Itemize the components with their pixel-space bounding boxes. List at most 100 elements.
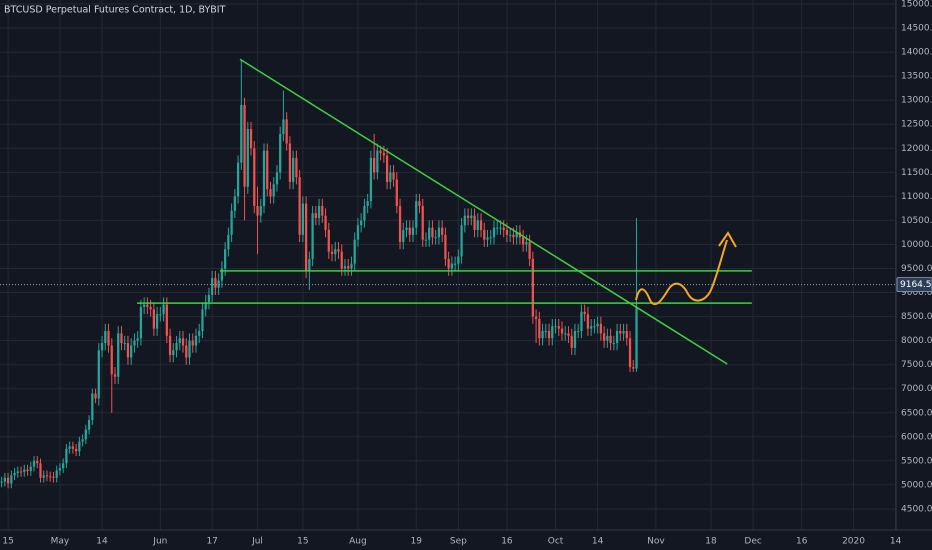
candle-body xyxy=(635,306,638,369)
x-tick-label: Jun xyxy=(152,537,167,547)
y-tick-label: 8500.00 xyxy=(901,312,932,322)
x-tick-label: 2020 xyxy=(842,537,865,547)
candle-body xyxy=(602,333,606,341)
candle-body xyxy=(324,215,327,231)
candle-body xyxy=(466,215,470,219)
candle-body xyxy=(567,333,570,336)
candle-body xyxy=(570,335,573,348)
candle-body xyxy=(288,143,292,182)
x-tick-label: Jul xyxy=(251,537,263,547)
candle-body xyxy=(62,463,65,469)
candle-body xyxy=(3,477,6,482)
candle-body xyxy=(91,393,94,421)
candle-body xyxy=(36,460,39,464)
candle-body xyxy=(204,302,207,310)
candle-body xyxy=(547,331,551,339)
candle-body xyxy=(19,471,23,473)
candle-body xyxy=(343,266,347,269)
candle-body xyxy=(622,331,625,334)
candle-body xyxy=(408,227,411,235)
candle-body xyxy=(23,469,26,472)
candle-body xyxy=(152,309,155,329)
candle-body xyxy=(110,345,113,375)
candle-body xyxy=(502,227,505,231)
drawings xyxy=(0,58,895,365)
candle-body xyxy=(447,258,450,269)
candle-body xyxy=(198,331,201,336)
candle-body xyxy=(625,331,628,339)
candle-body xyxy=(525,242,528,245)
candle-body xyxy=(301,203,305,235)
candle-body xyxy=(104,331,107,344)
y-tick-label: 8000.00 xyxy=(901,336,932,346)
candle-body xyxy=(583,311,586,315)
candle-body xyxy=(486,237,489,240)
candle-body xyxy=(551,326,554,339)
candle-body xyxy=(188,340,191,358)
candle-body xyxy=(217,280,220,288)
x-tick-label: 19 xyxy=(411,537,423,547)
candle-body xyxy=(181,338,185,346)
candle-body xyxy=(337,249,340,252)
y-tick-label: 4500.00 xyxy=(901,504,932,514)
candle-body xyxy=(246,129,249,187)
candle-body xyxy=(269,189,272,197)
candle-body xyxy=(612,343,615,345)
candle-body xyxy=(424,239,428,241)
candle-body xyxy=(227,234,230,250)
grid xyxy=(0,0,897,530)
y-tick-label: 10000.00 xyxy=(901,240,932,250)
candle-body xyxy=(463,215,466,226)
candle-body xyxy=(97,350,100,399)
y-tick-label: 6500.00 xyxy=(901,408,932,418)
candle-body xyxy=(402,230,405,243)
candle-body xyxy=(236,162,240,197)
candle-body xyxy=(165,304,168,336)
candle-body xyxy=(94,393,97,399)
candle-body xyxy=(314,213,317,219)
candle-body xyxy=(499,227,502,229)
candle-body xyxy=(596,323,599,327)
candle-body xyxy=(117,333,120,377)
y-tick-label: 7500.00 xyxy=(901,360,932,370)
candle-body xyxy=(159,314,162,316)
x-tick-label: 14 xyxy=(592,537,604,547)
candle-body xyxy=(541,331,544,339)
candle-body xyxy=(272,184,275,197)
x-tick-label: Aug xyxy=(349,537,367,547)
candle-body xyxy=(606,335,609,341)
candle-body xyxy=(10,475,13,484)
candle-body xyxy=(87,420,91,430)
candle-body xyxy=(149,306,152,310)
candle-body xyxy=(453,263,457,265)
candle-body xyxy=(334,249,337,255)
candle-body xyxy=(71,446,75,449)
x-tick-label: Dec xyxy=(744,537,761,547)
candle-body xyxy=(311,213,314,259)
candle-body xyxy=(434,237,437,239)
candle-body xyxy=(107,331,110,346)
candle-body xyxy=(155,314,159,329)
candle-body xyxy=(515,232,518,238)
y-tick-label: 11500.00 xyxy=(901,168,932,178)
candle-body xyxy=(84,429,87,440)
candle-body xyxy=(450,263,454,269)
y-tick-label: 14000.00 xyxy=(901,48,932,58)
x-tick-label: 16 xyxy=(796,537,808,547)
candle-body xyxy=(544,331,547,333)
candle-body xyxy=(240,104,243,163)
candle-body xyxy=(379,150,382,154)
candle-body xyxy=(136,338,139,341)
candle-body xyxy=(207,294,211,303)
candle-body xyxy=(428,227,431,240)
candle-body xyxy=(253,148,256,206)
candle-body xyxy=(0,481,3,483)
candle-body xyxy=(389,172,392,182)
candle-body xyxy=(580,311,583,332)
candle-body xyxy=(81,439,84,442)
x-tick-label: Nov xyxy=(647,537,665,547)
candle-body xyxy=(505,230,509,235)
candle-body xyxy=(259,205,262,216)
candle-body xyxy=(444,234,447,259)
